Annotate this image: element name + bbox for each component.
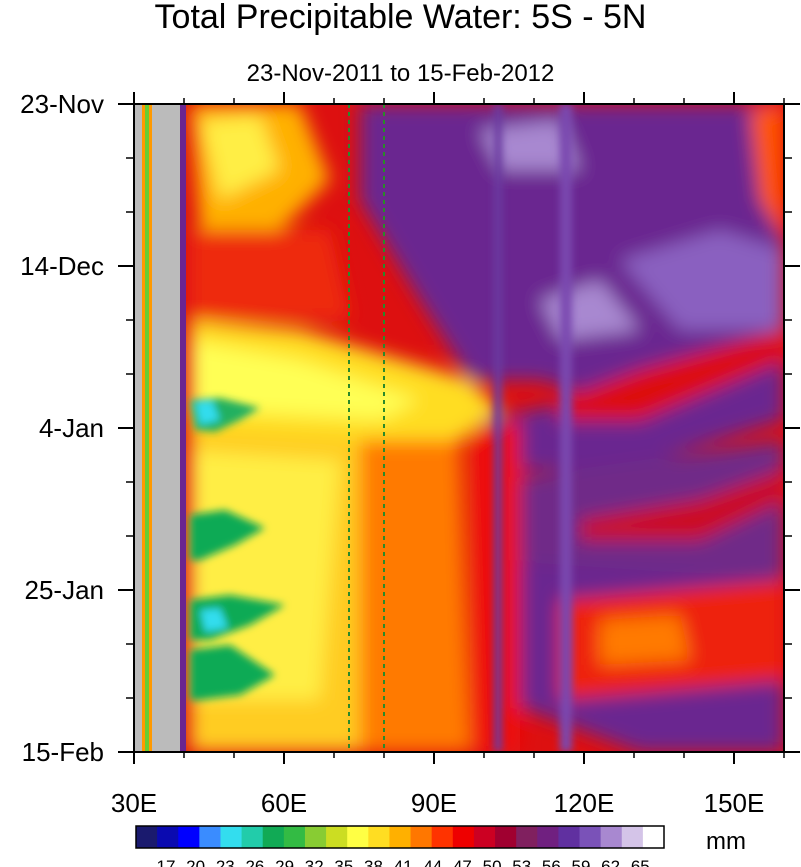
reference-lines [348, 104, 385, 752]
y-tick-label: 15-Feb [22, 737, 104, 767]
chart-subtitle: 23-Nov-2011 to 15-Feb-2012 [246, 60, 555, 87]
colorbar-swatch [600, 826, 623, 848]
colorbar-swatch [241, 826, 264, 848]
colorbar-swatch [304, 826, 327, 848]
colorbar-label: 44 [423, 857, 442, 867]
colorbar-label: 35 [334, 857, 353, 867]
colorbar-label: 38 [364, 857, 383, 867]
colorbar-swatch [283, 826, 306, 848]
x-tick-label: 150E [704, 788, 765, 818]
colorbar-swatch [516, 826, 538, 848]
colorbar-swatch [558, 826, 581, 848]
colorbar-swatch [579, 826, 602, 848]
y-tick-label: 25-Jan [25, 575, 105, 605]
colorbar-swatch [537, 826, 559, 848]
colorbar-swatch [431, 826, 454, 848]
colorbar-swatch [368, 826, 390, 848]
colorbar-label: 50 [483, 857, 502, 867]
colorbar-label: 47 [453, 857, 472, 867]
heatmap-field [134, 104, 784, 752]
colorbar-swatch [410, 826, 433, 848]
colorbar-label: 20 [186, 857, 205, 867]
colorbar: 17 20 23 26 29 32 35 38 41 44 47 50 53 56 59 62 65 [135, 825, 665, 867]
colorbar-swatch [326, 826, 348, 848]
colorbar-swatch [495, 826, 517, 848]
colorbar-swatch [178, 826, 200, 848]
x-tick-label: 120E [554, 788, 615, 818]
colorbar-swatch [473, 826, 496, 848]
colorbar-swatch [262, 826, 285, 848]
colorbar-label: 53 [512, 857, 531, 867]
colorbar-swatch [642, 826, 665, 848]
colorbar-swatch [452, 826, 475, 848]
colorbar-label: 56 [542, 857, 561, 867]
colorbar-label: 17 [157, 857, 176, 867]
colorbar-swatch [220, 826, 243, 848]
colorbar-swatch [621, 826, 644, 848]
colorbar-label: 65 [631, 857, 650, 867]
colorbar-swatch [199, 826, 221, 848]
colorbar-label: 32 [305, 857, 324, 867]
colorbar-swatch [136, 826, 158, 848]
x-tick-label: 30E [111, 788, 157, 818]
y-tick-label: 23-Nov [20, 89, 104, 119]
colorbar-label: 59 [572, 857, 591, 867]
axes: 30E 60E 90E 120E 150E 23-Nov 14-Dec 4-Jan 25-Jan… [20, 89, 800, 818]
colorbar-units: mm [706, 828, 746, 855]
colorbar-label: 62 [601, 857, 620, 867]
x-tick-label: 60E [261, 788, 307, 818]
colorbar-label: 26 [245, 857, 264, 867]
colorbar-swatch [389, 826, 412, 848]
colorbar-swatch [157, 826, 179, 848]
colorbar-label: 41 [394, 857, 413, 867]
chart-title: Total Precipitable Water: 5S - 5N [154, 0, 647, 36]
y-tick-label: 4-Jan [39, 413, 104, 443]
y-tick-label: 14-Dec [20, 251, 104, 281]
colorbar-frame [135, 825, 665, 849]
colorbar-swatch [347, 826, 369, 848]
x-tick-label: 90E [411, 788, 457, 818]
colorbar-label: 29 [275, 857, 294, 867]
colorbar-label: 23 [216, 857, 235, 867]
